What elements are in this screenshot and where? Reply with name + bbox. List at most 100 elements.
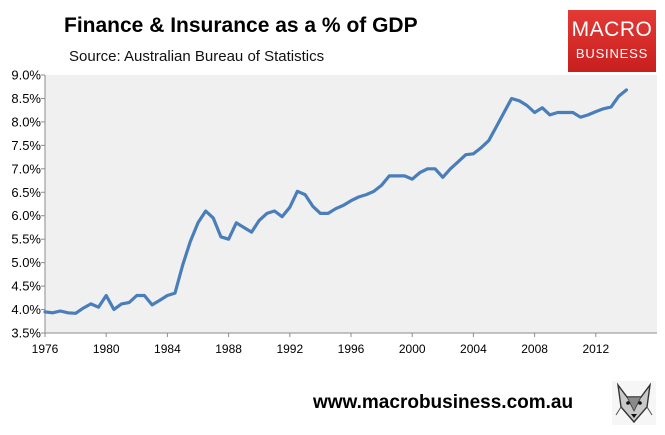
data-point bbox=[319, 212, 322, 215]
data-point bbox=[487, 139, 490, 142]
data-point bbox=[464, 153, 467, 156]
data-point bbox=[296, 190, 299, 193]
data-point bbox=[112, 308, 115, 311]
data-point bbox=[212, 217, 215, 220]
x-tick-label: 1996 bbox=[338, 342, 365, 356]
y-tick-label: 5.0% bbox=[11, 255, 41, 270]
data-point bbox=[197, 221, 200, 224]
wolf-icon bbox=[612, 381, 656, 425]
data-point bbox=[357, 195, 360, 198]
y-tick-label: 4.0% bbox=[11, 302, 41, 317]
data-point bbox=[533, 111, 536, 114]
data-point bbox=[449, 167, 452, 170]
x-tick-label: 1992 bbox=[276, 342, 303, 356]
data-point bbox=[457, 160, 460, 163]
plot-area bbox=[45, 75, 657, 333]
data-point bbox=[525, 104, 528, 107]
data-point bbox=[304, 193, 307, 196]
data-point bbox=[564, 111, 567, 114]
data-point bbox=[541, 106, 544, 109]
x-tick-label: 2004 bbox=[460, 342, 487, 356]
y-tick-label: 6.5% bbox=[11, 185, 41, 200]
data-point bbox=[135, 294, 138, 297]
data-point bbox=[66, 311, 69, 314]
y-tick-label: 3.5% bbox=[11, 326, 41, 341]
data-point bbox=[625, 89, 628, 92]
data-point bbox=[579, 116, 582, 119]
data-point bbox=[59, 309, 62, 312]
data-point bbox=[128, 301, 131, 304]
data-point bbox=[288, 206, 291, 209]
data-point bbox=[143, 294, 146, 297]
data-point bbox=[219, 235, 222, 238]
data-point bbox=[617, 95, 620, 98]
data-point bbox=[518, 99, 521, 102]
data-point bbox=[120, 302, 123, 305]
data-point bbox=[411, 178, 414, 181]
y-tick-label: 6.0% bbox=[11, 208, 41, 223]
y-tick-label: 8.5% bbox=[11, 91, 41, 106]
data-point bbox=[44, 310, 47, 313]
data-point bbox=[51, 311, 54, 314]
data-point bbox=[434, 167, 437, 170]
data-point bbox=[503, 111, 506, 114]
data-point bbox=[273, 210, 276, 213]
data-point bbox=[82, 307, 85, 310]
data-point bbox=[441, 176, 444, 179]
website-url[interactable]: www.macrobusiness.com.au bbox=[313, 392, 574, 413]
data-point bbox=[174, 292, 177, 295]
data-point bbox=[105, 294, 108, 297]
data-point bbox=[365, 193, 368, 196]
data-point bbox=[380, 184, 383, 187]
y-axis-ticks: 3.5% 4.0% 4.5% 5.0% 5.5% 6.0% 6.5% 7.0% 7.5% 8.0%… bbox=[11, 68, 45, 341]
data-point bbox=[571, 111, 574, 114]
data-point bbox=[89, 302, 92, 305]
data-point bbox=[372, 190, 375, 193]
data-point bbox=[556, 111, 559, 114]
data-point bbox=[327, 212, 330, 215]
data-point bbox=[265, 212, 268, 215]
chart-title: Finance & Insurance as a % of GDP bbox=[64, 14, 418, 37]
macrobusiness-logo: MACRO BUSINESS bbox=[568, 10, 656, 72]
data-point bbox=[602, 107, 605, 110]
y-tick-label: 7.0% bbox=[11, 161, 41, 176]
x-tick-label: 2008 bbox=[521, 342, 548, 356]
y-tick-label: 8.0% bbox=[11, 114, 41, 129]
data-point bbox=[587, 113, 590, 116]
data-point bbox=[204, 210, 207, 213]
x-tick-label: 1976 bbox=[32, 342, 59, 356]
data-point bbox=[610, 105, 613, 108]
data-point bbox=[97, 306, 100, 309]
data-point bbox=[426, 167, 429, 170]
logo-line-2: BUSINESS bbox=[575, 46, 649, 61]
logo-line-1: MACRO bbox=[571, 18, 653, 41]
data-point bbox=[334, 207, 337, 210]
y-tick-label: 5.5% bbox=[11, 232, 41, 247]
data-point bbox=[311, 205, 314, 208]
x-tick-label: 2000 bbox=[399, 342, 426, 356]
x-tick-label: 1980 bbox=[93, 342, 120, 356]
data-point bbox=[495, 125, 498, 128]
line-chart: 3.5% 4.0% 4.5% 5.0% 5.5% 6.0% 6.5% 7.0% 7.5% 8.0%… bbox=[11, 68, 657, 356]
data-point bbox=[189, 240, 192, 243]
data-point bbox=[403, 174, 406, 177]
x-tick-label: 2012 bbox=[582, 342, 609, 356]
data-point bbox=[594, 110, 597, 113]
data-point bbox=[510, 97, 513, 100]
data-point bbox=[395, 174, 398, 177]
series-line bbox=[43, 88, 628, 315]
data-point bbox=[158, 299, 161, 302]
data-point bbox=[250, 231, 253, 234]
data-point bbox=[480, 146, 483, 149]
x-tick-label: 1984 bbox=[154, 342, 181, 356]
data-point bbox=[418, 171, 421, 174]
data-point bbox=[181, 263, 184, 266]
data-point bbox=[548, 113, 551, 116]
data-point bbox=[235, 221, 238, 224]
data-point bbox=[350, 199, 353, 202]
data-point bbox=[472, 152, 475, 155]
data-point bbox=[388, 174, 391, 177]
y-tick-label: 9.0% bbox=[11, 68, 41, 83]
data-point bbox=[242, 226, 245, 229]
x-axis-ticks: 1976 1980 1984 1988 1992 1996 2000 2004 2008 2012 bbox=[32, 333, 609, 356]
